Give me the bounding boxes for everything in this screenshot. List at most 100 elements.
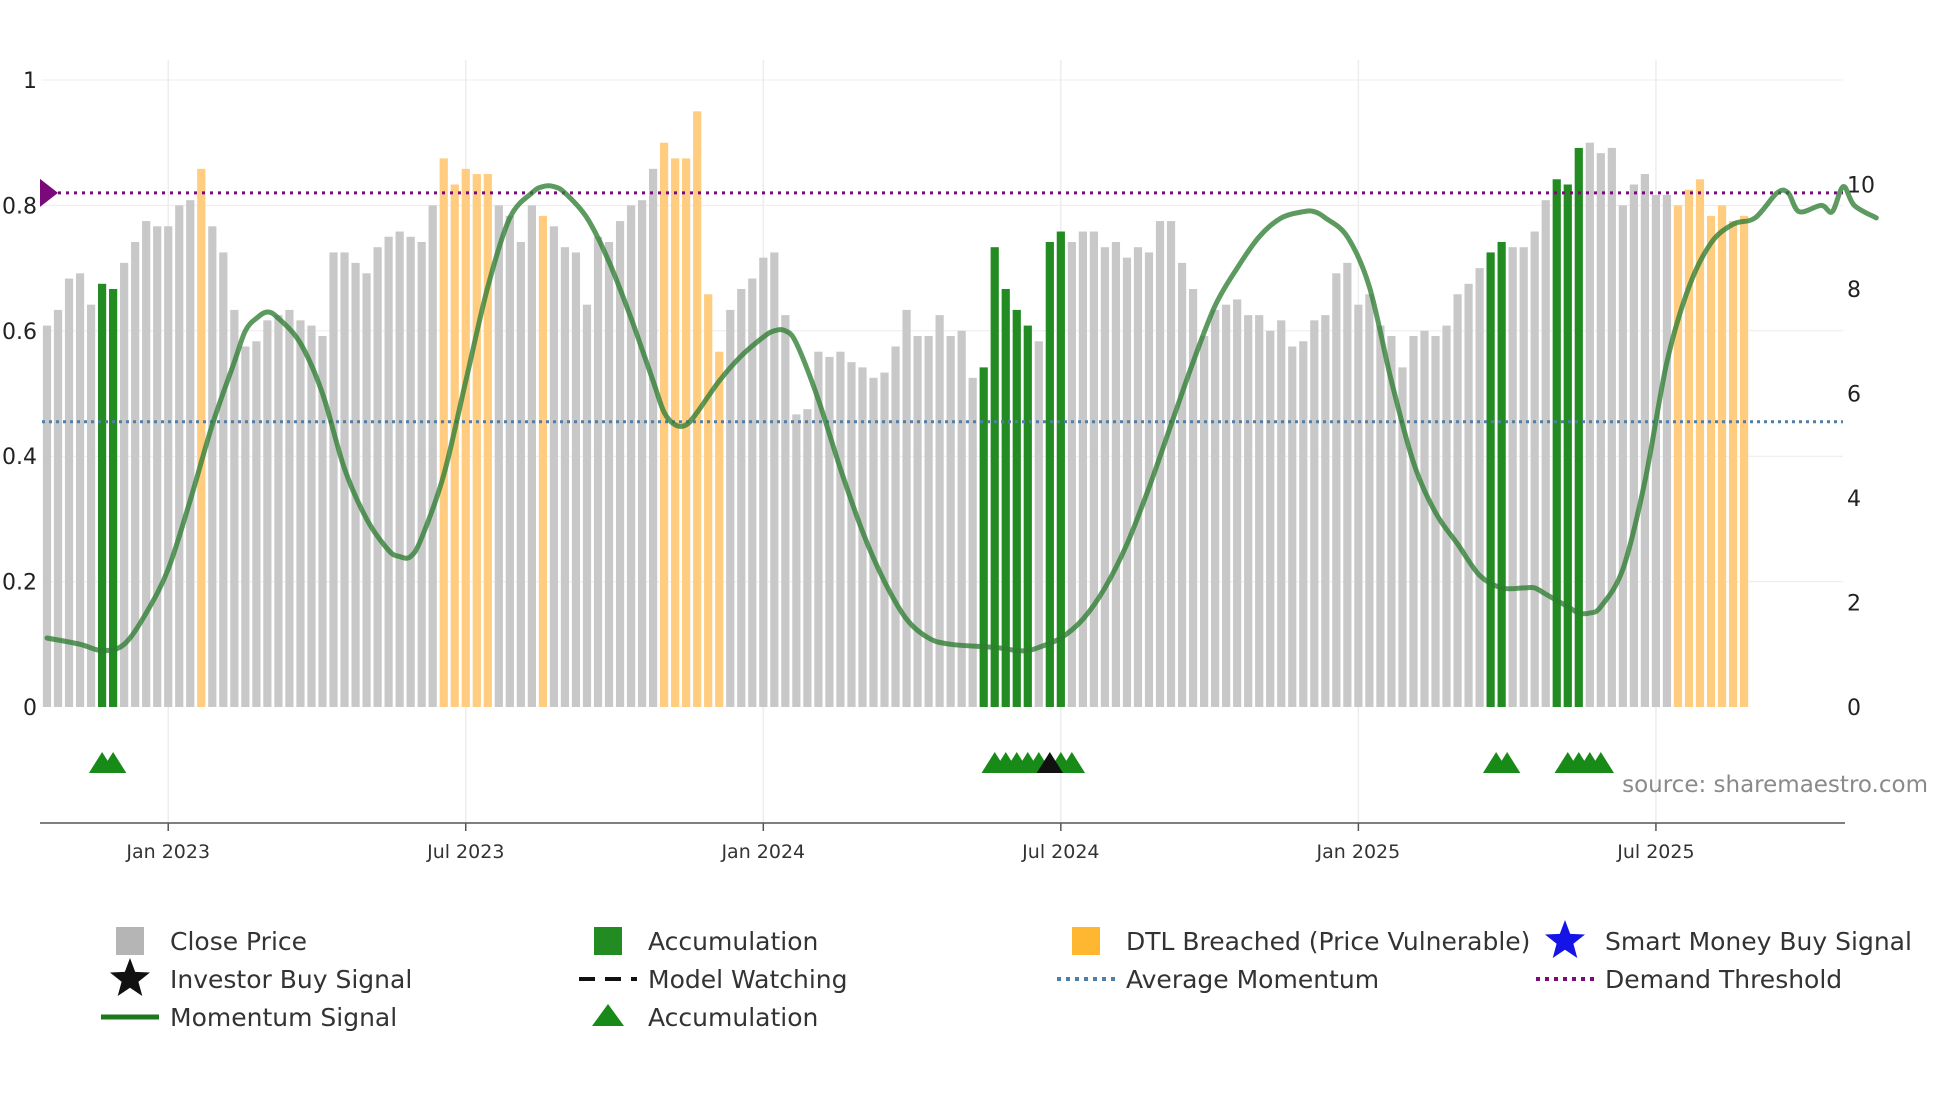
price-bar-close	[1640, 174, 1649, 708]
price-bar-close	[241, 346, 250, 707]
price-bar-close	[285, 309, 294, 707]
price-bar-close	[1420, 330, 1429, 707]
legend-label: Average Momentum	[1126, 965, 1379, 994]
price-bar-acc	[1486, 252, 1495, 707]
price-bar-close	[340, 252, 349, 707]
price-bar-close	[1266, 330, 1275, 707]
price-bar-dtl	[1717, 205, 1727, 707]
price-bar-close	[1089, 231, 1098, 707]
legend-label: Demand Threshold	[1605, 965, 1842, 994]
price-bar-close	[1078, 231, 1087, 707]
price-bar-close	[759, 257, 768, 707]
price-bar-close	[428, 205, 437, 707]
left-y-tick-label: 0.8	[2, 194, 37, 219]
legend-label: Accumulation	[648, 927, 818, 956]
price-bar-close	[64, 278, 74, 707]
price-bar-close	[373, 247, 382, 707]
legend-label: DTL Breached (Price Vulnerable)	[1126, 927, 1530, 956]
accumulation-triangle-marker	[1058, 752, 1086, 773]
price-bar-close	[571, 252, 581, 707]
price-bar-close	[814, 351, 823, 707]
price-bar-close	[626, 205, 636, 707]
price-bar-close	[770, 252, 779, 707]
price-bar-dtl	[1728, 221, 1738, 707]
price-bar-close	[153, 226, 162, 708]
legend: Close Price Accumulation DTL Breached (Pri…	[101, 920, 1912, 1032]
price-bar-close	[935, 315, 944, 708]
legend-label: Momentum Signal	[170, 1003, 397, 1032]
legend-accumulation-swatch	[594, 927, 622, 955]
price-bar-close	[1464, 283, 1473, 707]
price-bar-close	[1387, 336, 1396, 707]
price-bar-acc	[1023, 325, 1032, 707]
price-bar-close	[1100, 247, 1110, 707]
right-y-tick-label: 10	[1847, 174, 1875, 199]
price-bar-close	[75, 273, 85, 707]
price-bar-close	[1541, 200, 1550, 707]
price-bar-close	[946, 336, 955, 707]
source-label: source: sharemaestro.com	[1622, 772, 1928, 798]
price-bar-close	[1530, 231, 1539, 707]
left-y-tick-label: 0.4	[2, 445, 37, 470]
accumulation-triangle-marker	[99, 752, 127, 773]
x-tick-label: Jul 2024	[1021, 841, 1099, 863]
price-bar-acc	[1001, 289, 1010, 707]
price-bar-dtl	[483, 174, 492, 708]
price-bar-acc	[1012, 309, 1021, 707]
price-bar-close	[1519, 247, 1528, 707]
legend-accumulation-triangle-icon	[592, 1004, 624, 1026]
price-bar-close	[1067, 241, 1076, 707]
price-bar-close	[1629, 184, 1638, 707]
left-y-tick-label: 0.6	[2, 320, 37, 345]
price-bar-close	[1376, 325, 1385, 707]
price-bar-close	[219, 252, 228, 707]
price-bar-close	[131, 241, 140, 707]
price-bar-close	[1255, 315, 1264, 708]
axes-layer: Jan 2023 Jul 2023 Jan 2024 Jul 2024 Jan 2025…	[2, 69, 1875, 863]
legend-dtl-swatch	[1072, 927, 1100, 955]
price-bar-close	[726, 309, 735, 707]
price-bar-close	[913, 336, 922, 707]
right-y-tick-label: 4	[1847, 487, 1861, 512]
price-bar-close	[957, 330, 966, 707]
price-bar-close	[803, 409, 812, 707]
price-bar-close	[1431, 336, 1440, 707]
price-bar-close	[1321, 315, 1330, 708]
price-bar-close	[406, 236, 415, 707]
price-bar-dtl	[450, 184, 459, 707]
price-bar-close	[417, 241, 426, 707]
price-bar-acc	[990, 247, 999, 707]
price-bar-close	[263, 320, 272, 707]
x-tick-label: Jan 2024	[720, 841, 805, 863]
price-bar-close	[1277, 320, 1286, 707]
momentum-signal-line	[44, 183, 1879, 654]
price-bar-dtl	[538, 215, 547, 707]
price-bar-close	[1398, 367, 1407, 708]
price-bar-close	[1508, 247, 1517, 707]
price-bar-close	[42, 325, 52, 707]
x-tick-label: Jan 2023	[125, 841, 210, 863]
price-bar-dtl	[1739, 215, 1749, 707]
price-bar-close	[1332, 273, 1341, 707]
price-bar-close	[1365, 294, 1374, 707]
price-bar-close	[274, 315, 283, 708]
legend-label: Smart Money Buy Signal	[1605, 927, 1912, 956]
price-bar-close	[1618, 205, 1627, 707]
momentum-layer	[44, 183, 1879, 654]
price-bar-close	[307, 325, 316, 707]
price-bar-close	[560, 247, 570, 707]
price-bar-close	[505, 215, 514, 707]
legend-investor-star-icon	[110, 958, 150, 996]
x-tick-label: Jan 2025	[1316, 841, 1401, 863]
price-bar-close	[1607, 147, 1616, 707]
price-bar-close	[1662, 194, 1672, 707]
legend-label: Model Watching	[648, 965, 848, 994]
investor-buy-marker	[1036, 752, 1064, 773]
legend-label: Close Price	[170, 927, 307, 956]
demand-threshold-marker	[40, 178, 58, 207]
price-bar-close	[1166, 221, 1176, 707]
price-bar-close	[329, 252, 338, 707]
price-bar-close	[1409, 336, 1418, 707]
price-bar-acc	[1574, 147, 1583, 707]
price-bar-close	[120, 262, 129, 708]
